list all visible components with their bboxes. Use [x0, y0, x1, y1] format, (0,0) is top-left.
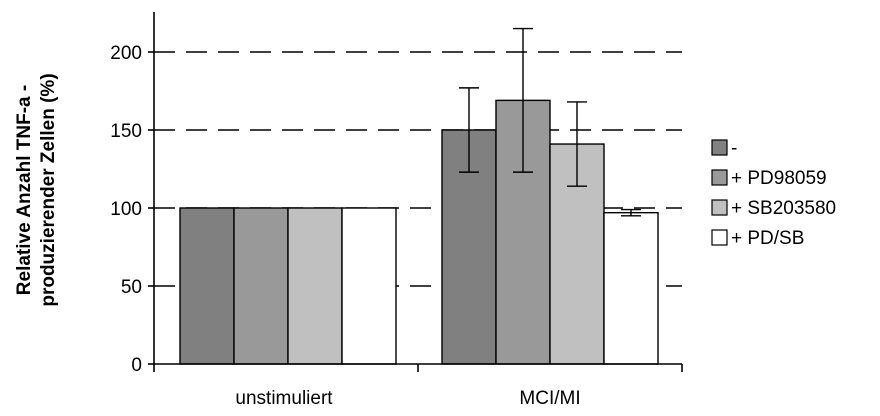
error-bars [459, 27, 641, 217]
bar-unstimuliert-series-4 [341, 207, 397, 365]
y-tick-label-150: 150 [110, 121, 142, 142]
y-axis-label-line-2: produzierender Zellen (%) [38, 73, 59, 306]
bar-mci-mi-series-4 [603, 211, 659, 365]
grid-lines [154, 51, 682, 287]
category-label-1: unstimuliert [235, 388, 333, 409]
legend-item-3: + SB203580 [711, 198, 836, 219]
axis-labels: 0 50 100 150 200 unstimuliert MCI/MI Relative A… [14, 43, 581, 409]
legend-swatch-3 [711, 199, 728, 216]
legend-swatch-4 [711, 229, 728, 246]
y-tick-label-100: 100 [110, 199, 142, 220]
error-bar-mci-mi-series-2 [513, 27, 533, 173]
legend-swatch-1 [711, 139, 728, 156]
bar-unstimuliert-series-1 [179, 207, 235, 365]
error-bar-mci-mi-series-3 [567, 101, 587, 187]
bar-unstimuliert-series-3 [287, 207, 343, 365]
y-tick-label-200: 200 [110, 43, 142, 64]
legend-swatch-2 [711, 169, 728, 186]
y-tick-label-50: 50 [121, 277, 142, 298]
bars [179, 99, 659, 365]
y-tick-label-0: 0 [131, 355, 142, 376]
category-label-2: MCI/MI [519, 388, 580, 409]
error-bar-mci-mi-series-4 [621, 208, 641, 217]
y-axis-label: Relative Anzahl TNF-a - produzierender Ze… [14, 73, 59, 306]
y-axis-label-line-1: Relative Anzahl TNF-a - [14, 85, 35, 295]
legend-label-4: + PD/SB [731, 228, 804, 249]
bar-unstimuliert-series-2 [233, 207, 289, 365]
legend-item-1: - [711, 138, 737, 159]
legend-item-4: + PD/SB [711, 228, 804, 249]
legend-label-3: + SB203580 [731, 198, 836, 219]
legend-label-2: + PD98059 [731, 168, 827, 189]
axes [148, 12, 683, 372]
legend-label-1: - [731, 138, 737, 159]
legend-item-2: + PD98059 [711, 168, 827, 189]
error-bar-mci-mi-series-1 [459, 87, 479, 173]
legend: - + PD98059 + SB203580 + PD/SB [711, 138, 836, 249]
